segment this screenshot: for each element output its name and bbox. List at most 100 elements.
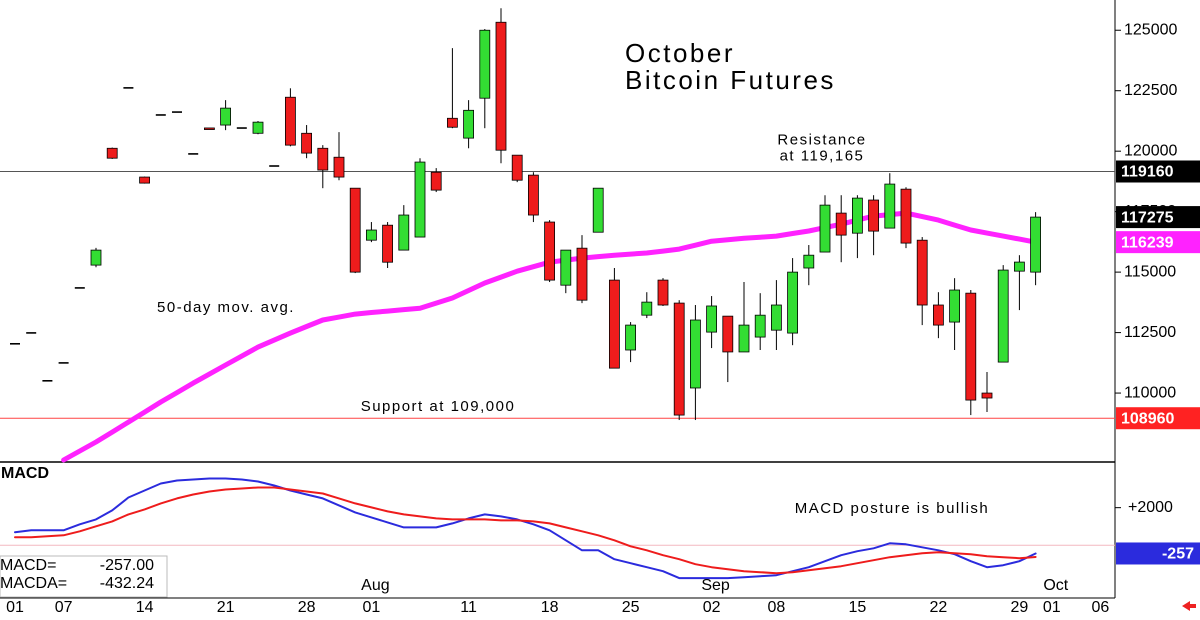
candle-body: [560, 249, 572, 286]
candle-body: [754, 314, 766, 338]
candle-body: [771, 304, 782, 331]
candle-body: [155, 114, 166, 116]
chart-title: October: [625, 38, 735, 68]
candle-body: [317, 147, 329, 171]
candle-body: [933, 304, 944, 326]
x-tick-label: 07: [55, 599, 73, 616]
readout-value: -257.00: [100, 557, 154, 574]
candle-body: [382, 224, 394, 263]
x-tick-label: 28: [298, 599, 316, 616]
month-label: Oct: [1043, 577, 1068, 594]
candle-body: [123, 87, 134, 89]
x-tick-label: 15: [849, 599, 867, 616]
x-tick-label: 01: [6, 599, 24, 616]
candle-body: [284, 96, 296, 146]
candle-body: [236, 127, 247, 129]
candle-body: [592, 187, 604, 233]
candle-body: [172, 111, 182, 113]
month-label: Aug: [361, 577, 389, 594]
month-label: Sep: [701, 577, 730, 594]
y-tick-label: 110000: [1124, 384, 1176, 401]
readout-value: -432.24: [100, 575, 154, 592]
macd-value-box: [1116, 542, 1200, 565]
x-tick-label: 08: [768, 599, 786, 616]
y-tick-label: 122500: [1124, 82, 1177, 99]
candle-body: [803, 254, 815, 269]
macd-line: [14, 486, 1037, 575]
scroll-arrow: [1182, 601, 1196, 611]
x-tick-label: 01: [363, 599, 381, 616]
reference-value-box: [1116, 160, 1200, 183]
candle-body: [106, 147, 118, 159]
y-tick-label: 120000: [1124, 142, 1177, 159]
x-tick-label: 18: [541, 599, 559, 616]
candle-body: [495, 21, 507, 151]
candle-body: [1014, 261, 1025, 272]
ma-value-box: [1116, 231, 1200, 254]
candle-body: [1030, 216, 1041, 273]
x-tick-label: 14: [136, 599, 154, 616]
x-tick-label: 11: [460, 599, 477, 616]
x-tick-label: 22: [930, 599, 948, 616]
x-tick-label: 06: [1092, 599, 1110, 616]
candle-body: [479, 29, 491, 99]
x-tick-label: 25: [622, 599, 640, 616]
candle-body: [965, 292, 977, 401]
ma-annotation: 50-day mov. avg.: [157, 299, 295, 316]
candle-body: [657, 279, 669, 306]
candle-body: [139, 176, 151, 184]
panel-label: MACD: [1, 465, 49, 482]
candle-body: [252, 121, 264, 134]
readout-name: MACDA=: [0, 575, 67, 592]
candle-body: [26, 332, 37, 334]
candle-body: [997, 269, 1009, 363]
candle-body: [58, 362, 69, 364]
readout-name: MACD=: [0, 557, 56, 574]
readout-box: [0, 555, 168, 598]
last-close-box: [1116, 206, 1200, 229]
candle-body: [787, 271, 798, 334]
candle-body: [868, 199, 879, 232]
candle-body: [722, 315, 734, 353]
y-tick-label: 112500: [1124, 324, 1176, 341]
candle-body: [42, 380, 53, 382]
candle-body: [414, 161, 426, 238]
candle-body: [188, 153, 199, 155]
candle-body: [349, 187, 361, 273]
candle-body: [673, 302, 685, 416]
reference-value-label: 119160: [1121, 164, 1174, 181]
candle-body: [884, 183, 896, 229]
candle-body: [949, 289, 960, 323]
candle-body: [365, 229, 377, 241]
x-tick-label: 02: [703, 599, 721, 616]
last-close-label: 117275: [1121, 209, 1174, 226]
candle-body: [690, 319, 701, 389]
candle-body: [544, 221, 555, 281]
reference-value-label: 108960: [1121, 410, 1174, 427]
y-tick-label: +2000: [1128, 499, 1173, 516]
candle-body: [916, 239, 928, 306]
annotation: Support at 109,000: [361, 398, 516, 415]
y-tick-label: 125000: [1124, 21, 1177, 38]
candle-body: [10, 342, 20, 345]
candle-body: [625, 324, 636, 351]
candle-body: [430, 171, 442, 191]
candle-body: [706, 305, 717, 333]
ma-value-label: 116239: [1121, 234, 1174, 251]
candle-body: [835, 212, 847, 236]
x-tick-label: 21: [217, 599, 235, 616]
candle-body: [528, 174, 539, 216]
candle-body: [852, 197, 863, 234]
candle-body: [90, 249, 102, 266]
candle-body: [900, 188, 912, 244]
candle-body: [333, 156, 345, 178]
candle-body: [203, 127, 215, 130]
x-tick-label: 29: [1011, 599, 1029, 616]
x-tick-label: 01: [1043, 599, 1061, 616]
candle-body: [74, 287, 85, 289]
candle-body: [981, 392, 993, 399]
candle-body: [269, 165, 280, 167]
candle-body: [609, 279, 620, 369]
reference-value-box: [1116, 407, 1200, 430]
